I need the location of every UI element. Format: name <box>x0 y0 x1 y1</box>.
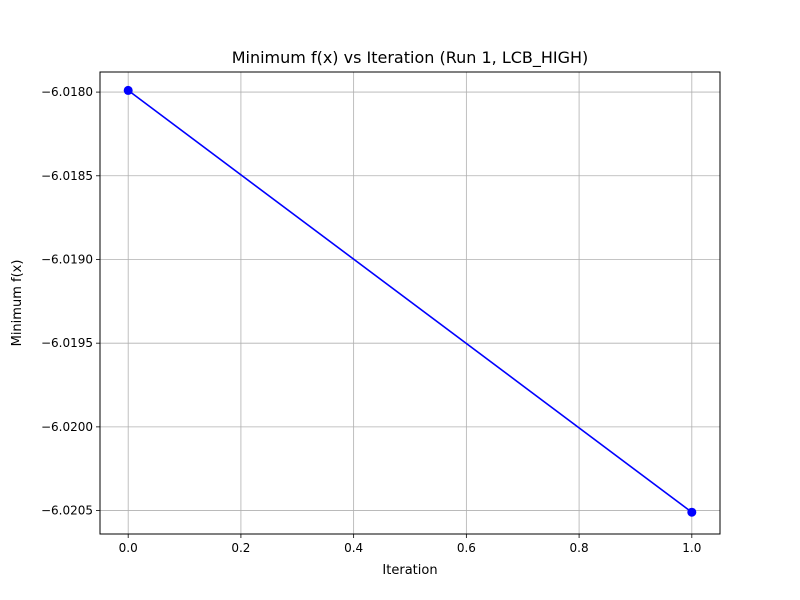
grid <box>100 72 720 534</box>
series-line <box>127 89 693 513</box>
y-tick-label: −6.0200 <box>41 420 93 434</box>
data-point <box>687 507 697 517</box>
x-tick-label: 0.4 <box>344 541 363 555</box>
x-tick-label: 0.2 <box>231 541 250 555</box>
x-axis-ticks: 0.0 0.2 0.4 0.6 0.8 1.0 <box>119 534 701 555</box>
chart-title: Minimum f(x) vs Iteration (Run 1, LCB_HI… <box>232 48 589 68</box>
plot-area-frame <box>99 71 721 535</box>
series-layer <box>123 85 697 517</box>
y-tick-label: −6.0180 <box>41 85 93 99</box>
x-axis-label: Iteration <box>382 563 437 578</box>
y-tick-label: −6.0185 <box>41 169 93 183</box>
x-tick-label: 1.0 <box>682 541 701 555</box>
y-axis-label: Minimum f(x) <box>10 260 25 347</box>
y-axis-ticks: −6.0180 −6.0185 −6.0190 −6.0195 −6.0200 −6.02… <box>41 85 100 518</box>
x-tick-label: 0.8 <box>570 541 589 555</box>
x-tick-label: 0.6 <box>457 541 476 555</box>
y-tick-label: −6.0195 <box>41 336 93 350</box>
data-point <box>123 85 133 95</box>
y-tick-label: −6.0205 <box>41 504 93 518</box>
x-tick-label: 0.0 <box>119 541 138 555</box>
y-tick-label: −6.0190 <box>41 252 93 266</box>
